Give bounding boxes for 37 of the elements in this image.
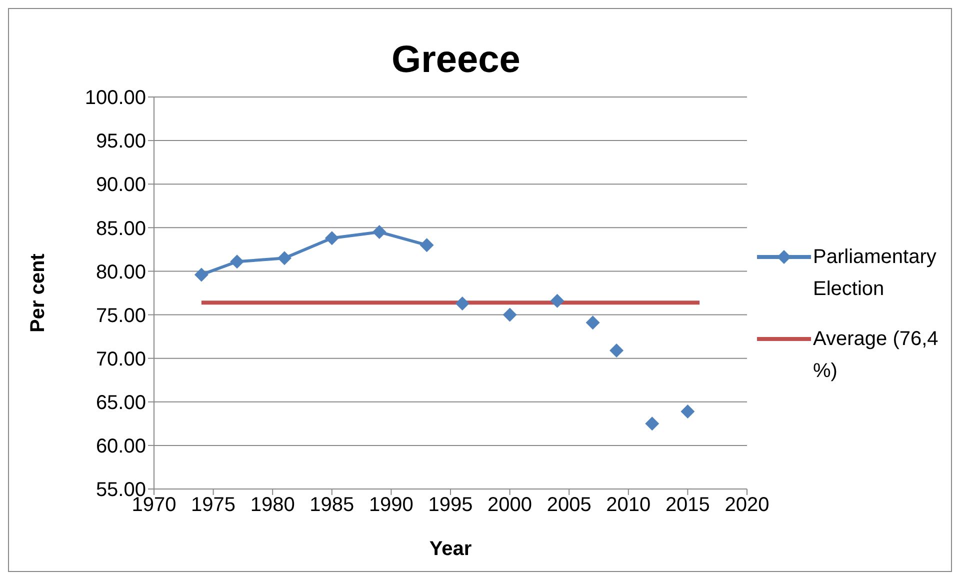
point	[610, 343, 624, 358]
x-tick-label: 2005	[546, 494, 592, 516]
y-tick-label: 95.00	[96, 130, 146, 153]
point	[586, 316, 600, 330]
point	[645, 416, 660, 431]
x-tick-label: 1980	[250, 494, 295, 516]
y-tick-label: 65.00	[96, 392, 146, 414]
point	[230, 254, 244, 269]
x-tick-label: 2015	[665, 494, 710, 516]
point	[680, 404, 695, 418]
y-tick-label: 70.00	[96, 348, 146, 370]
point	[324, 231, 339, 246]
x-tick-label: 2020	[724, 494, 770, 516]
point	[550, 294, 564, 308]
legend-label: Average (76,4 %)	[813, 327, 940, 384]
y-tick-label: 80.00	[96, 261, 146, 284]
y-tick-label: 75.00	[96, 304, 146, 327]
x-tick-label: 1975	[191, 494, 236, 516]
point	[277, 251, 292, 266]
x-tick-label: 2000	[488, 494, 532, 516]
point	[420, 238, 434, 252]
y-tick-label: 90.00	[96, 174, 146, 196]
x-tick-label: 1985	[310, 494, 354, 516]
chart-title: Greece	[390, 39, 522, 82]
x-axis-title: Year	[429, 538, 472, 560]
point	[194, 268, 208, 282]
y-tick-label: 100.00	[84, 87, 146, 110]
point	[502, 308, 517, 322]
x-tick-label: 1990	[368, 494, 414, 516]
x-tick-label: 2010	[606, 494, 651, 516]
y-axis-title: Per cent	[27, 253, 50, 332]
point	[455, 296, 470, 310]
y-tick-label: 60.00	[96, 436, 146, 458]
y-tick-label: 85.00	[96, 218, 146, 240]
point	[372, 225, 386, 240]
x-tick-label: 1995	[428, 494, 473, 516]
legend-label: Parliamentary Election	[813, 245, 938, 302]
